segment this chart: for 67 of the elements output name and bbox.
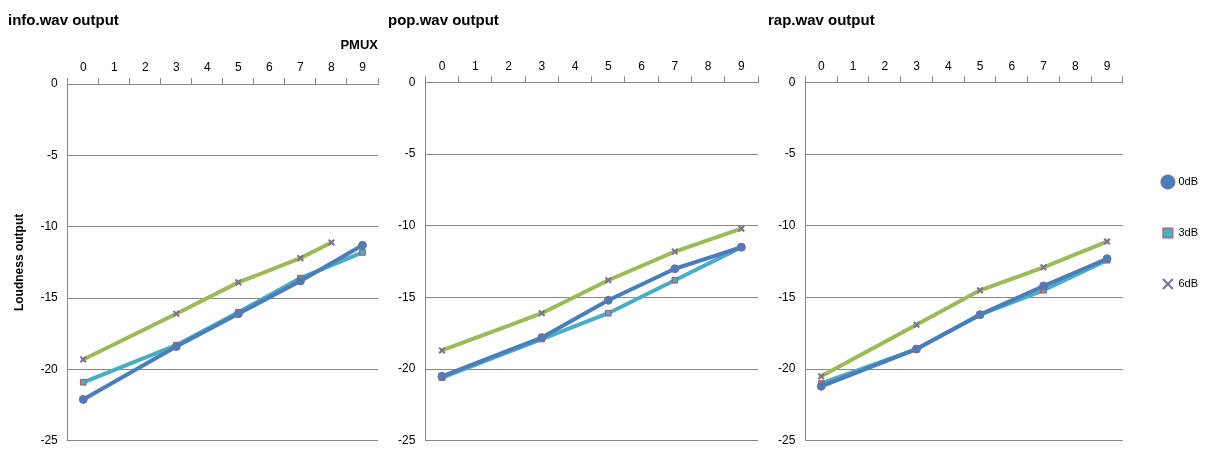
point <box>1039 281 1049 291</box>
chart-title: rap.wav output <box>768 11 875 29</box>
x-tick-label: 8 <box>328 60 336 75</box>
point <box>359 249 366 256</box>
x-tick-label: 5 <box>976 58 984 73</box>
x-tick-label: 9 <box>738 58 746 73</box>
point <box>295 276 305 286</box>
x-tick-label: 3 <box>913 58 921 73</box>
y-tick-label: -15 <box>778 289 796 304</box>
y-tick-label: -10 <box>398 218 416 233</box>
y-tick-label: -15 <box>398 289 416 304</box>
y-tick-label: -20 <box>778 361 796 376</box>
legend-label: 6dB <box>1178 277 1199 290</box>
x-axis-title: PMUX <box>340 37 379 53</box>
y-axis-title: Loudness output <box>11 213 26 312</box>
x-tick-label: 2 <box>505 58 513 73</box>
x-tick-label: 2 <box>141 60 149 75</box>
y-tick-label: 0 <box>408 74 416 89</box>
x-tick-label: 8 <box>1071 58 1079 73</box>
x-tick-label: 5 <box>235 60 243 75</box>
point <box>603 295 613 305</box>
y-tick-label: -10 <box>778 218 796 233</box>
y-tick-label: -25 <box>778 433 796 448</box>
y-tick-label: -5 <box>404 146 416 161</box>
x-tick-label: 7 <box>671 58 679 73</box>
x-tick-label: 6 <box>266 60 274 75</box>
x-tick-label: 6 <box>1008 58 1016 73</box>
y-tick-label: -20 <box>398 361 416 376</box>
y-tick-label: -20 <box>40 361 59 376</box>
x-tick-label: 2 <box>881 58 889 73</box>
y-tick-label: 0 <box>51 76 59 91</box>
chart-title: info.wav output <box>8 11 119 29</box>
y-tick-label: -25 <box>40 433 59 448</box>
x-tick-label: 7 <box>1040 58 1048 73</box>
x-tick-label: 1 <box>110 60 118 75</box>
x-tick-label: 5 <box>604 58 612 73</box>
x-tick-label: 3 <box>172 60 180 75</box>
point <box>604 309 612 317</box>
point <box>671 276 679 284</box>
x-tick-label: 1 <box>471 58 479 73</box>
x-tick-label: 0 <box>817 58 825 73</box>
y-tick-label: 0 <box>788 74 796 89</box>
point <box>816 381 826 391</box>
y-tick-label: -25 <box>398 433 416 448</box>
x-tick-label: 7 <box>297 60 305 75</box>
y-tick-label: -15 <box>40 290 59 305</box>
x-tick-label: 6 <box>638 58 646 73</box>
point <box>78 394 88 404</box>
y-tick-label: -5 <box>47 147 59 162</box>
chart-title: pop.wav output <box>388 11 499 29</box>
x-tick-label: 3 <box>538 58 546 73</box>
x-tick-label: 0 <box>79 60 87 75</box>
point <box>670 264 680 274</box>
x-tick-label: 0 <box>438 58 446 73</box>
x-tick-label: 8 <box>704 58 712 73</box>
legend-label: 0dB <box>1178 175 1199 188</box>
point <box>79 378 87 386</box>
x-tick-label: 4 <box>944 58 952 73</box>
point <box>357 240 367 250</box>
y-tick-label: -10 <box>40 219 59 234</box>
x-tick-label: 4 <box>571 58 579 73</box>
x-tick-label: 4 <box>204 60 212 75</box>
x-tick-label: 1 <box>849 58 857 73</box>
x-tick-label: 9 <box>1103 58 1111 73</box>
x-tick-label: 9 <box>359 60 367 75</box>
y-tick-label: -5 <box>784 146 796 161</box>
legend-label: 3dB <box>1178 226 1199 239</box>
